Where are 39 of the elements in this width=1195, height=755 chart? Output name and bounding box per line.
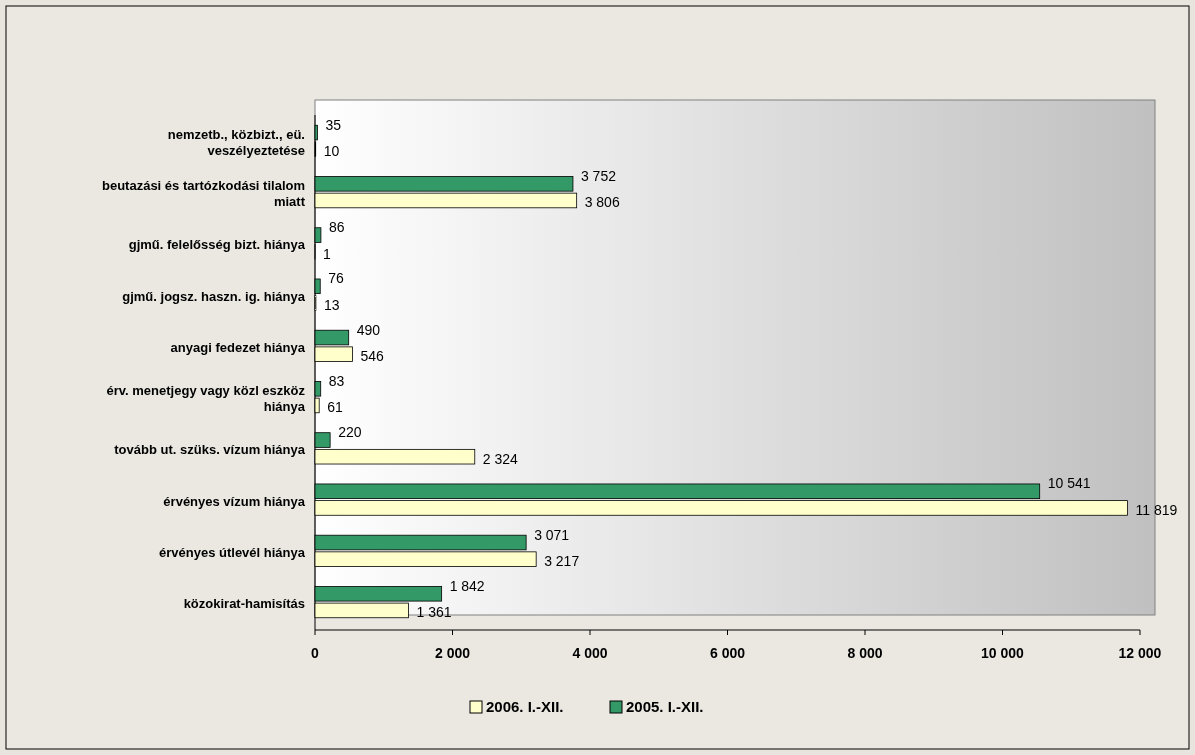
- data-label: 490: [356, 321, 381, 338]
- data-label: 3 217: [544, 553, 580, 570]
- data-label: 10 541: [1047, 475, 1091, 492]
- y-tick-label: gjmű. jogsz. haszn. ig. hiánya: [122, 288, 306, 304]
- x-tick-label: 8 000: [847, 645, 883, 661]
- y-tick-label: érvényes vízum hiánya: [163, 493, 306, 509]
- y-tick-label: beutazási és tartózkodási tilalom miatt: [101, 178, 306, 210]
- x-tick-label: 2 000: [434, 645, 471, 661]
- data-label: 61: [327, 399, 343, 416]
- data-label: 1 361: [416, 604, 452, 621]
- data-label: 3 806: [584, 194, 620, 211]
- y-tick-label: gjmű. felelősség bizt. hiánya: [128, 237, 306, 253]
- data-label: 83: [328, 372, 345, 389]
- x-tick-label: 4 000: [572, 645, 608, 661]
- y-tick-label: közokirat-hamisítás: [183, 596, 305, 612]
- data-label: 10: [323, 143, 340, 160]
- data-label: 86: [328, 219, 345, 236]
- data-label: 1 842: [449, 577, 485, 594]
- data-label: 35: [325, 116, 342, 133]
- y-tick-label: nemzetb., közbizt., eü. veszélyeztetése: [167, 126, 305, 158]
- data-label: 3 752: [580, 167, 617, 184]
- y-tick-label: érvényes útlevél hiánya: [159, 544, 306, 560]
- data-label: 11 819: [1135, 501, 1178, 518]
- data-label: 2 324: [482, 450, 519, 467]
- x-tick-label: 6 000: [709, 645, 746, 661]
- x-tick-label: 0: [311, 645, 320, 661]
- data-label: 13: [323, 296, 340, 313]
- data-label: 220: [338, 424, 362, 441]
- y-tick-label: anyagi fedezet hiánya: [170, 339, 306, 355]
- legend-label: 2006. I.-XII.: [486, 698, 564, 715]
- y-tick-label: érv. menetjegy vagy közl eszköz hiánya: [106, 383, 306, 415]
- data-label: 1: [323, 245, 332, 262]
- x-tick-label: 12 000: [1118, 645, 1162, 661]
- x-tick-label: 10 000: [981, 645, 1025, 661]
- data-label: 76: [328, 270, 345, 287]
- legend-label: 2005. I.-XII.: [626, 698, 704, 715]
- data-label: 3 071: [534, 526, 570, 543]
- y-tick-label: tovább ut. szüks. vízum hiánya: [114, 442, 306, 458]
- data-label: 546: [360, 348, 385, 365]
